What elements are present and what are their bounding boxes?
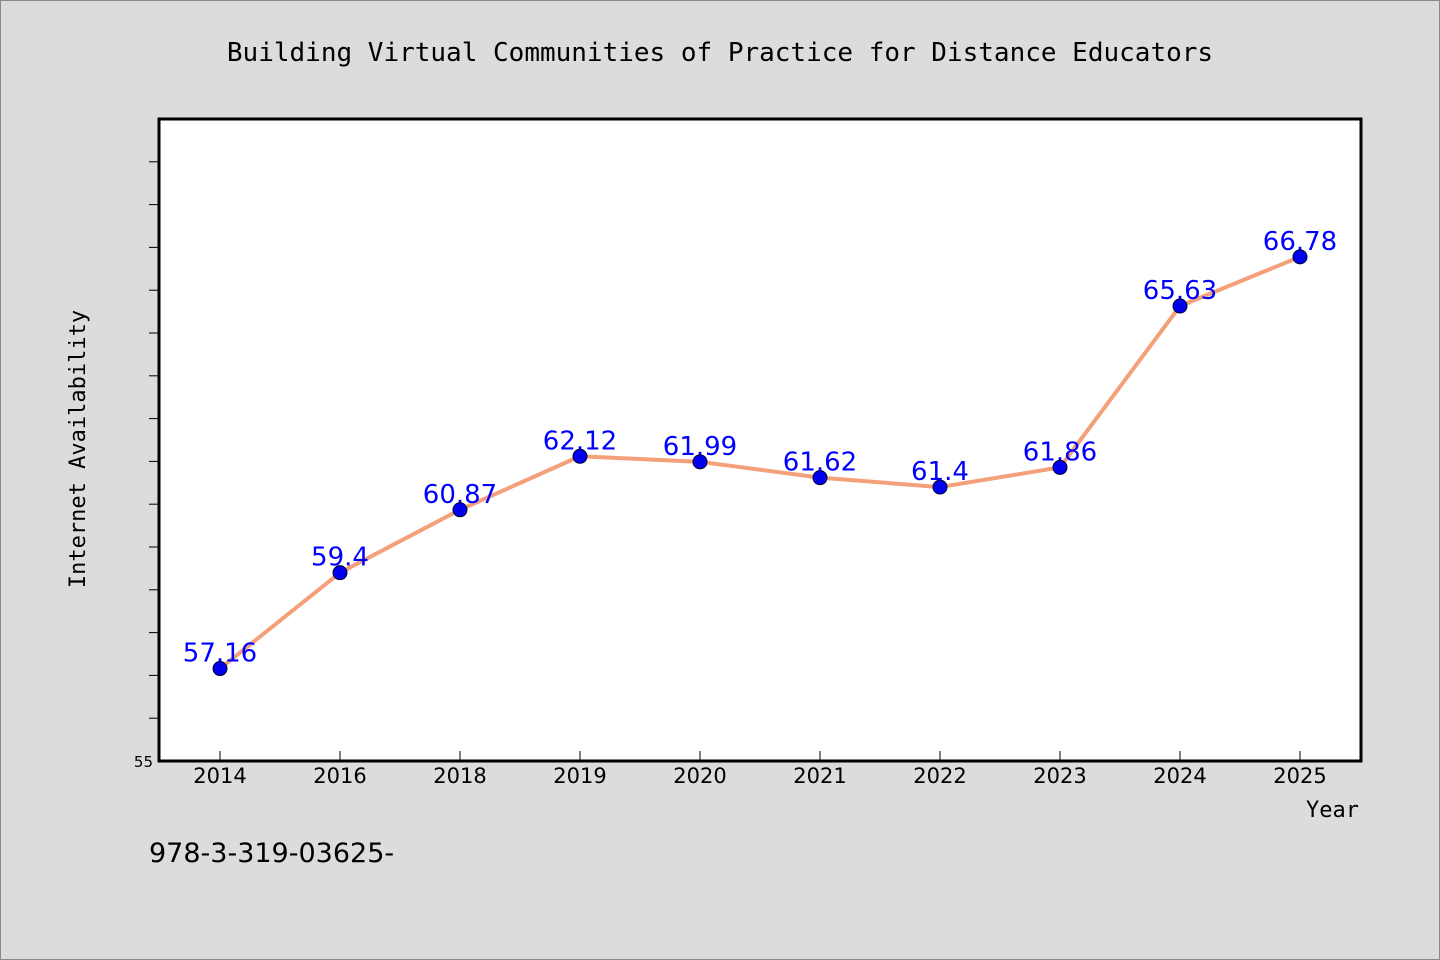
y-tick-label: 55 — [134, 753, 153, 771]
data-point-marker — [1172, 298, 1188, 314]
x-tick-label: 2025 — [1273, 764, 1326, 788]
data-point-marker — [1292, 249, 1308, 265]
data-point-marker — [332, 565, 348, 581]
x-tick-label: 2021 — [793, 764, 846, 788]
data-point-marker — [1052, 459, 1068, 475]
x-axis-title: Year — [1306, 798, 1359, 823]
x-tick-label: 2018 — [433, 764, 486, 788]
x-axis-ticks: 2014 2016 2018 2019 2020 2021 2022 2023 2024 2025 — [193, 751, 1327, 788]
data-point-marker — [812, 470, 828, 486]
data-point-marker — [452, 502, 468, 518]
x-tick-label: 2016 — [313, 764, 366, 788]
x-tick-label: 2019 — [553, 764, 606, 788]
footer-code-text: 978-3-319-03625- — [149, 838, 394, 869]
x-tick-label: 2020 — [673, 764, 726, 788]
data-point-marker — [932, 479, 948, 495]
y-axis-ticks: 55 — [134, 161, 159, 771]
x-tick-label: 2022 — [913, 764, 966, 788]
y-axis-title: Internet Availability — [66, 310, 91, 588]
data-markers — [212, 249, 1308, 677]
x-tick-label: 2014 — [193, 764, 246, 788]
series-line — [218, 254, 1301, 671]
data-point-marker — [692, 454, 708, 470]
data-point-marker — [212, 661, 228, 677]
x-tick-label: 2023 — [1033, 764, 1086, 788]
series-line-group — [218, 254, 1301, 671]
x-tick-label: 2024 — [1153, 764, 1206, 788]
chart-title: Building Virtual Communities of Practice… — [227, 38, 1213, 68]
data-point-marker — [572, 448, 588, 464]
plot-area — [157, 117, 1363, 763]
